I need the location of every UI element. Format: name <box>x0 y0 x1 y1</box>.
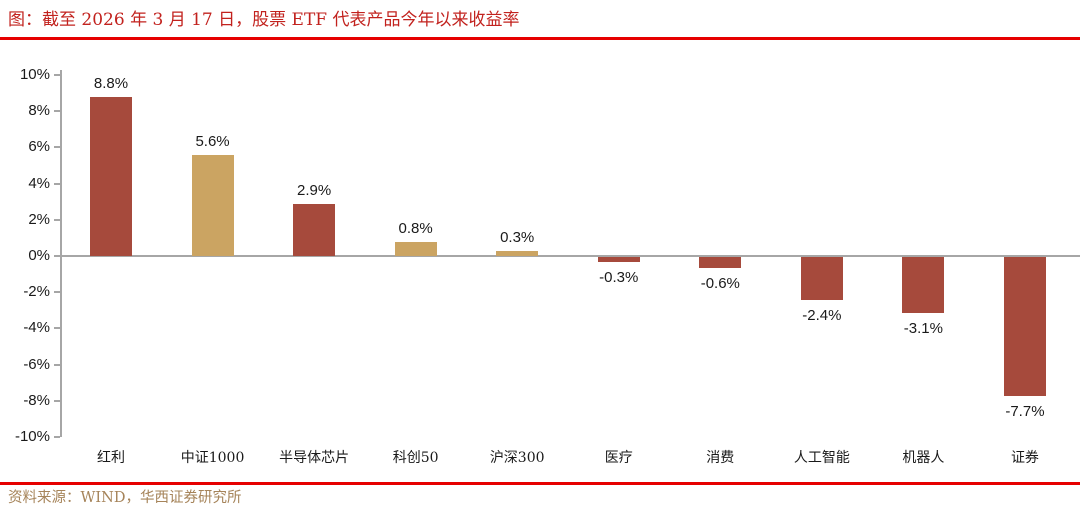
y-axis-tick <box>54 399 60 402</box>
x-axis-label: 消费 <box>706 450 735 466</box>
x-axis-label: 中证1000 <box>180 450 245 466</box>
y-axis-tick <box>54 74 60 76</box>
bar <box>800 257 843 301</box>
bar <box>597 257 640 263</box>
bar <box>496 250 539 256</box>
x-axis-label: 人工智能 <box>793 450 850 466</box>
footer-divider <box>0 482 1080 485</box>
y-axis-line <box>60 70 62 437</box>
y-axis-label: -4% <box>23 319 50 337</box>
bar-value-label: 0.3% <box>500 228 535 246</box>
bar <box>902 257 945 314</box>
bar-value-label: -0.6% <box>700 274 740 292</box>
y-axis-tick <box>54 327 60 330</box>
y-axis-tick <box>54 255 60 257</box>
x-axis-label: 半导体芯片 <box>279 450 350 466</box>
y-axis-label: -2% <box>23 283 50 301</box>
x-axis-label: 科创50 <box>392 450 439 466</box>
y-axis-label: 2% <box>28 210 50 228</box>
bar <box>699 257 742 268</box>
bar-value-label: -0.3% <box>599 269 639 287</box>
y-axis-label: 6% <box>28 138 50 156</box>
bar-value-label: 5.6% <box>195 132 230 150</box>
bar <box>191 154 234 256</box>
bar <box>394 241 437 256</box>
y-axis-tick <box>54 110 60 113</box>
bar-value-label: 0.8% <box>398 219 433 237</box>
bar-value-label: 2.9% <box>296 181 332 199</box>
y-axis-label: -6% <box>23 355 50 373</box>
x-axis-label: 证券 <box>1010 450 1039 466</box>
bar <box>90 96 132 256</box>
y-axis-tick <box>54 146 60 149</box>
x-axis-label: 医疗 <box>604 450 633 466</box>
y-axis-label: 8% <box>28 102 50 120</box>
bar-value-label: 8.8% <box>93 74 129 92</box>
source-text: 资料来源：WIND，华西证券研究所 <box>8 490 242 506</box>
bar <box>1003 257 1046 397</box>
y-axis-label: -10% <box>14 428 50 445</box>
title-divider <box>0 37 1080 40</box>
zero-baseline <box>60 255 1080 257</box>
y-axis-label: 4% <box>28 174 50 192</box>
y-axis-label: 10% <box>19 66 50 83</box>
y-axis-label: -8% <box>23 391 50 409</box>
x-axis-label: 机器人 <box>902 450 945 466</box>
y-axis-label: 0% <box>28 247 50 264</box>
bar <box>293 203 336 256</box>
x-axis-label: 沪深300 <box>489 450 545 466</box>
y-axis-tick <box>54 182 60 185</box>
chart-title: 图：截至 2026 年 3 月 17 日，股票 ETF 代表产品今年以来收益率 <box>8 10 520 30</box>
y-axis-tick <box>54 291 60 294</box>
y-axis-tick <box>54 363 60 366</box>
y-axis-tick <box>54 436 60 438</box>
bar-value-label: -7.7% <box>1005 403 1045 421</box>
y-axis-tick <box>54 218 60 221</box>
bar-value-label: -2.4% <box>802 307 842 325</box>
bar-value-label: -3.1% <box>903 320 943 338</box>
x-axis-label: 红利 <box>97 450 125 466</box>
